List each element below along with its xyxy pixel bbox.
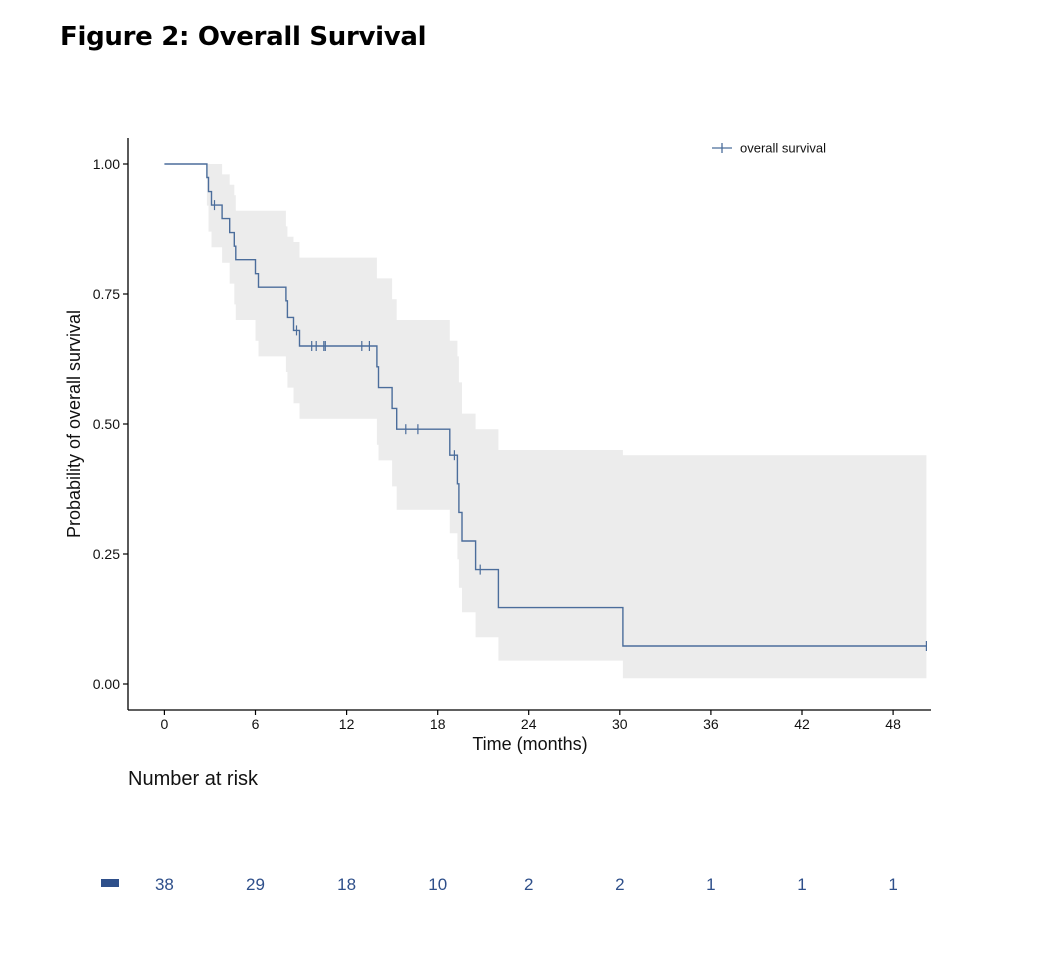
- risk-count: 1: [797, 875, 806, 894]
- confidence-band: [164, 164, 927, 679]
- x-axis-title: Time (months): [472, 734, 587, 754]
- risk-count: 29: [246, 875, 265, 894]
- ci-band-area: [164, 164, 927, 679]
- x-tick-label: 24: [521, 716, 537, 732]
- x-tick-label: 48: [885, 716, 901, 732]
- x-tick-label: 18: [430, 716, 446, 732]
- legend: overall survival: [712, 141, 826, 156]
- risk-count: 18: [337, 875, 356, 894]
- x-tick-label: 0: [161, 716, 169, 732]
- x-tick-label: 36: [703, 716, 719, 732]
- risk-count: 2: [524, 875, 533, 894]
- x-tick-label: 42: [794, 716, 810, 732]
- y-tick-label: 1.00: [93, 156, 120, 172]
- risk-count: 10: [428, 875, 447, 894]
- risk-count: 1: [888, 875, 897, 894]
- x-tick-label: 30: [612, 716, 628, 732]
- figure-title: Figure 2: Overall Survival: [60, 22, 427, 52]
- risk-count: 38: [155, 875, 174, 894]
- risk-table: 38 29 18 10 2 2 1 1 1: [155, 875, 898, 894]
- x-tick-label: 6: [252, 716, 260, 732]
- risk-count: 2: [615, 875, 624, 894]
- y-tick-label: 0.75: [93, 286, 120, 302]
- risk-count: 1: [706, 875, 715, 894]
- x-tick-label: 12: [339, 716, 355, 732]
- y-axis-title: Probability of overall survival: [64, 310, 84, 538]
- legend-label: overall survival: [740, 141, 826, 156]
- risk-strata-swatch: [101, 879, 119, 887]
- risk-table-title: Number at risk: [128, 768, 259, 790]
- y-tick-label: 0.25: [93, 546, 120, 562]
- x-axis-ticks: 0 6 12 18 24 30 36 42 48: [161, 710, 901, 732]
- y-tick-label: 0.50: [93, 416, 120, 432]
- y-axis-ticks: 0.00 0.25 0.50 0.75 1.00: [93, 156, 128, 692]
- y-tick-label: 0.00: [93, 676, 120, 692]
- censor-marks: [213, 200, 928, 651]
